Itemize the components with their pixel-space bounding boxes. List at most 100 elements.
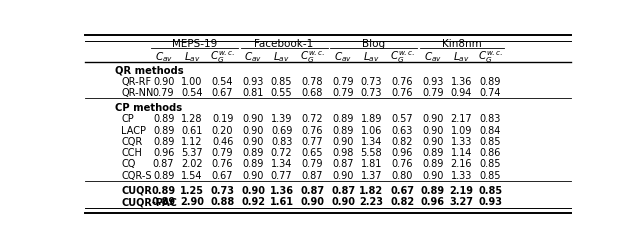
Text: 0.63: 0.63 — [392, 125, 413, 135]
Text: CUQR: CUQR — [121, 185, 152, 195]
Text: CCH: CCH — [121, 147, 142, 158]
Text: 0.46: 0.46 — [212, 136, 234, 146]
Text: $C_{av}$: $C_{av}$ — [244, 50, 262, 64]
Text: CP methods: CP methods — [115, 103, 182, 113]
Text: 0.90: 0.90 — [332, 170, 354, 180]
Text: 0.77: 0.77 — [301, 136, 323, 146]
Text: 2.02: 2.02 — [181, 159, 203, 169]
Text: 0.86: 0.86 — [479, 147, 501, 158]
Text: 0.76: 0.76 — [301, 125, 323, 135]
Text: 0.90: 0.90 — [243, 170, 264, 180]
Text: 1.33: 1.33 — [451, 136, 472, 146]
Text: 0.81: 0.81 — [243, 87, 264, 98]
Text: $C_{av}$: $C_{av}$ — [154, 50, 173, 64]
Text: 0.55: 0.55 — [271, 87, 292, 98]
Text: 0.73: 0.73 — [361, 87, 382, 98]
Text: 0.89: 0.89 — [153, 125, 174, 135]
Text: 0.54: 0.54 — [181, 87, 203, 98]
Text: 1.12: 1.12 — [181, 136, 203, 146]
Text: 0.89: 0.89 — [153, 136, 174, 146]
Text: 0.73: 0.73 — [361, 76, 382, 86]
Text: 1.00: 1.00 — [181, 76, 202, 86]
Text: 2.17: 2.17 — [451, 114, 472, 124]
Text: 0.89: 0.89 — [332, 114, 354, 124]
Text: 1.28: 1.28 — [181, 114, 203, 124]
Text: 0.90: 0.90 — [422, 114, 444, 124]
Text: 0.67: 0.67 — [390, 185, 414, 195]
Text: 0.79: 0.79 — [332, 76, 354, 86]
Text: 0.92: 0.92 — [241, 196, 266, 206]
Text: 2.90: 2.90 — [180, 196, 204, 206]
Text: CQ: CQ — [121, 159, 136, 169]
Text: $L_{av}$: $L_{av}$ — [273, 50, 290, 64]
Text: 0.65: 0.65 — [301, 147, 323, 158]
Text: 0.69: 0.69 — [271, 125, 292, 135]
Text: 0.85: 0.85 — [271, 76, 292, 86]
Text: 1.82: 1.82 — [359, 185, 383, 195]
Text: 0.79: 0.79 — [422, 87, 444, 98]
Text: 0.85: 0.85 — [479, 159, 501, 169]
Text: 0.83: 0.83 — [479, 114, 501, 124]
Text: 1.89: 1.89 — [361, 114, 382, 124]
Text: 0.90: 0.90 — [243, 125, 264, 135]
Text: 0.79: 0.79 — [301, 159, 323, 169]
Text: 0.90: 0.90 — [332, 136, 354, 146]
Text: Facebook-1: Facebook-1 — [255, 39, 314, 49]
Text: 3.27: 3.27 — [449, 196, 473, 206]
Text: $C_G^{w.c.}$: $C_G^{w.c.}$ — [210, 49, 235, 65]
Text: 0.85: 0.85 — [478, 185, 502, 195]
Text: CUQR-PAC: CUQR-PAC — [121, 196, 177, 206]
Text: 0.90: 0.90 — [153, 76, 174, 86]
Text: 0.68: 0.68 — [301, 87, 323, 98]
Text: QR methods: QR methods — [115, 65, 183, 75]
Text: 0.87: 0.87 — [300, 185, 324, 195]
Text: 2.16: 2.16 — [451, 159, 472, 169]
Text: 0.73: 0.73 — [211, 185, 235, 195]
Text: 1.09: 1.09 — [451, 125, 472, 135]
Text: $C_{av}$: $C_{av}$ — [334, 50, 352, 64]
Text: 0.76: 0.76 — [392, 76, 413, 86]
Text: 0.72: 0.72 — [301, 114, 323, 124]
Text: 0.90: 0.90 — [331, 196, 355, 206]
Text: 1.06: 1.06 — [361, 125, 382, 135]
Text: 5.37: 5.37 — [181, 147, 203, 158]
Text: 0.93: 0.93 — [243, 76, 264, 86]
Text: 0.93: 0.93 — [478, 196, 502, 206]
Text: 0.87: 0.87 — [331, 185, 355, 195]
Text: 0.89: 0.89 — [421, 185, 445, 195]
Text: 0.19: 0.19 — [212, 114, 234, 124]
Text: 0.20: 0.20 — [212, 125, 234, 135]
Text: 0.96: 0.96 — [392, 147, 413, 158]
Text: 0.76: 0.76 — [392, 159, 413, 169]
Text: 0.89: 0.89 — [479, 76, 501, 86]
Text: 0.89: 0.89 — [153, 170, 174, 180]
Text: 0.90: 0.90 — [300, 196, 324, 206]
Text: 0.89: 0.89 — [422, 159, 444, 169]
Text: 1.61: 1.61 — [269, 196, 294, 206]
Text: 0.76: 0.76 — [212, 159, 234, 169]
Text: 0.89: 0.89 — [153, 114, 174, 124]
Text: 2.23: 2.23 — [360, 196, 383, 206]
Text: 0.90: 0.90 — [243, 114, 264, 124]
Text: 0.61: 0.61 — [181, 125, 202, 135]
Text: 0.89: 0.89 — [422, 147, 444, 158]
Text: 0.83: 0.83 — [271, 136, 292, 146]
Text: $L_{av}$: $L_{av}$ — [184, 50, 200, 64]
Text: QR-NN: QR-NN — [121, 87, 154, 98]
Text: 0.87: 0.87 — [301, 170, 323, 180]
Text: 0.85: 0.85 — [479, 136, 501, 146]
Text: 0.90: 0.90 — [241, 185, 266, 195]
Text: 0.54: 0.54 — [212, 76, 234, 86]
Text: $C_{av}$: $C_{av}$ — [424, 50, 442, 64]
Text: CQR: CQR — [121, 136, 143, 146]
Text: 1.54: 1.54 — [181, 170, 203, 180]
Text: 0.89: 0.89 — [152, 196, 175, 206]
Text: 0.89: 0.89 — [243, 159, 264, 169]
Text: 0.90: 0.90 — [243, 136, 264, 146]
Text: 0.94: 0.94 — [451, 87, 472, 98]
Text: 1.34: 1.34 — [271, 159, 292, 169]
Text: $C_G^{w.c.}$: $C_G^{w.c.}$ — [390, 49, 415, 65]
Text: 2.19: 2.19 — [449, 185, 473, 195]
Text: 1.36: 1.36 — [269, 185, 294, 195]
Text: 0.89: 0.89 — [243, 147, 264, 158]
